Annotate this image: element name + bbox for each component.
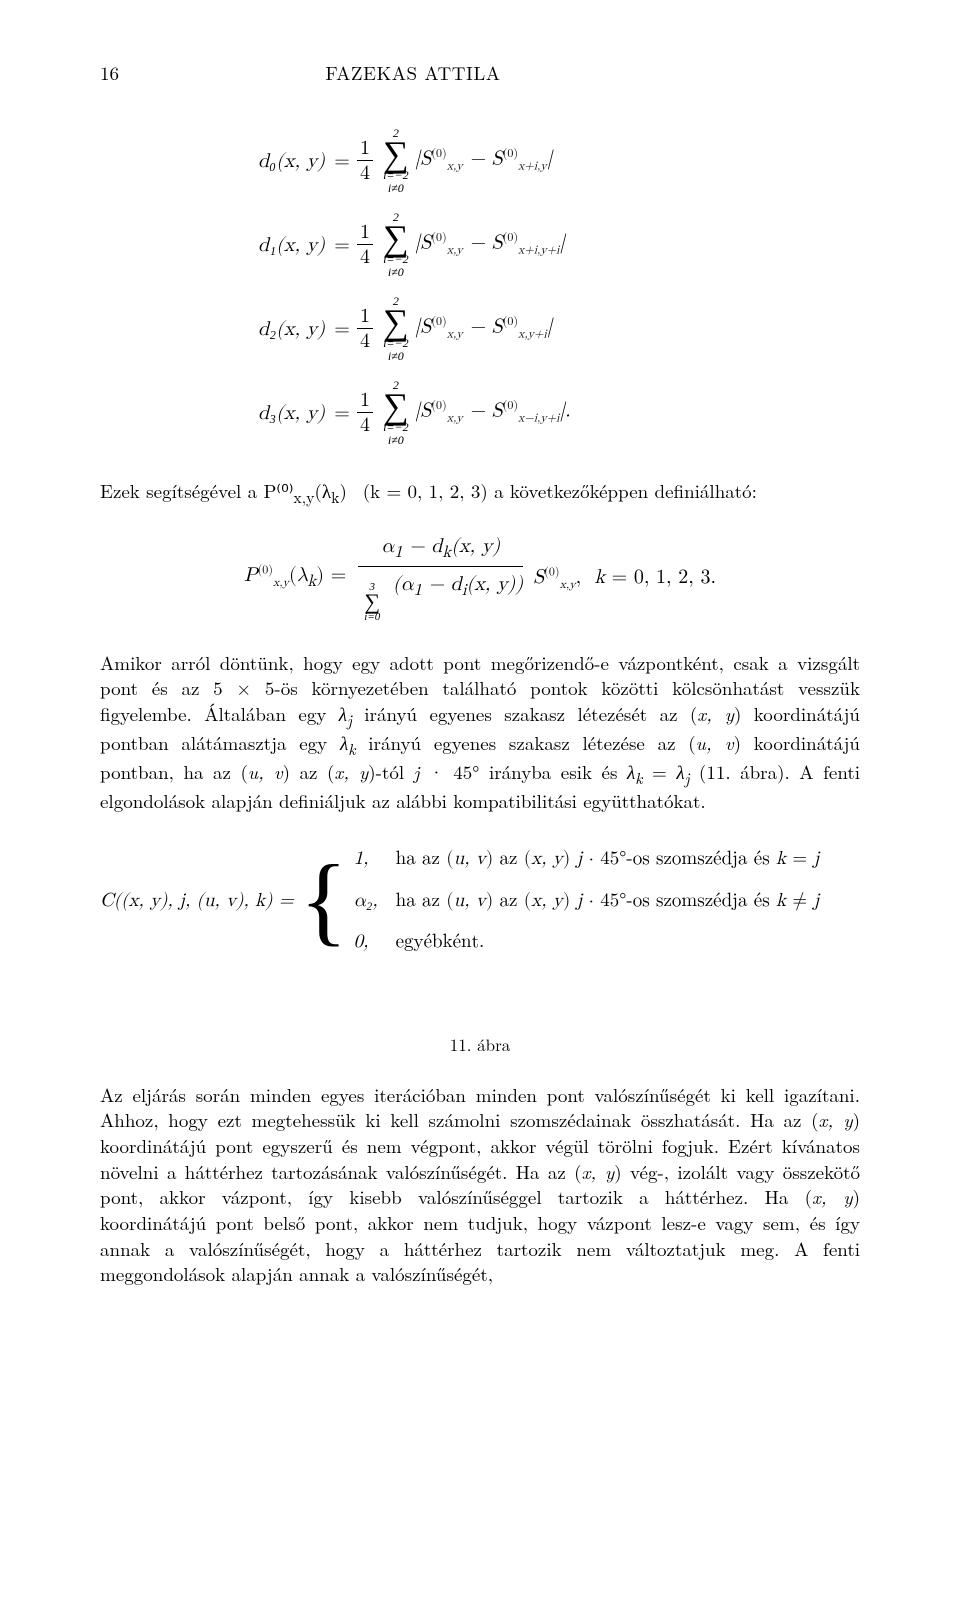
- sigma-icon: ∑: [383, 307, 409, 338]
- eq-rhs: |S(0)x,y − S(0)x−i,y+i|.: [415, 400, 571, 425]
- p-fraction: α1 − dk(x, y) 3 ∑ i=0 (α1 − di(x, y)): [358, 533, 523, 624]
- coefficient-fraction: 14: [357, 222, 373, 267]
- sigma-icon: ∑: [364, 593, 380, 612]
- equals-sign: =: [331, 319, 353, 339]
- coefficient-fraction: 14: [357, 306, 373, 351]
- sum-lower: i=−2i≠0: [383, 253, 409, 278]
- p-den-expr: (α1 − di(x, y)): [393, 574, 523, 594]
- equals-sign: =: [331, 235, 353, 255]
- eq-lhs: d₂(x, y): [220, 319, 331, 339]
- p-denominator: 3 ∑ i=0 (α1 − di(x, y)): [358, 566, 523, 623]
- frac-num: 1: [357, 306, 373, 328]
- equals-sign: =: [331, 151, 353, 171]
- eq-rhs: |S(0)x,y − S(0)x+i,y|: [415, 148, 553, 173]
- frac-den: 4: [357, 412, 373, 435]
- cases-condition: ha az (u, v) az (x, y) j · 45°-os szomsz…: [396, 888, 820, 914]
- cases-value: α₂,: [354, 888, 396, 914]
- sum-lower: i=−2i≠0: [383, 169, 409, 194]
- eq-rhs: |S(0)x,y − S(0)x+i,y+i|: [415, 232, 565, 257]
- sum-lower: i=−2i≠0: [383, 421, 409, 446]
- sum-symbol: 2∑i=−2i≠0: [383, 127, 409, 195]
- sum-symbol: 3 ∑ i=0: [364, 582, 380, 623]
- cases-value: 1,: [354, 846, 396, 872]
- frac-num: 1: [357, 222, 373, 244]
- sum-lower: i=−2i≠0: [383, 337, 409, 362]
- equation-line: d₁(x, y)=14 2∑i=−2i≠0|S(0)x,y − S(0)x+i,y…: [220, 210, 860, 280]
- cases-row: 0,egyébként.: [354, 929, 820, 955]
- coefficient-fraction: 14: [357, 138, 373, 183]
- paragraph-amikor: Amikor arról döntünk, hogy egy adott pon…: [100, 650, 860, 814]
- cases-definition: C((x, y), j, (u, v), k) = { 1,ha az (u, …: [100, 838, 860, 963]
- eq-lhs: d₁(x, y): [220, 235, 331, 255]
- sum-symbol: 2∑i=−2i≠0: [383, 211, 409, 279]
- paragraph-final: Az eljárás során minden egyes iterációba…: [100, 1082, 860, 1287]
- frac-den: 4: [357, 328, 373, 351]
- cases-rows: 1,ha az (u, v) az (x, y) j · 45°-os szom…: [354, 838, 820, 963]
- frac-den: 4: [357, 160, 373, 183]
- cases-condition: egyébként.: [396, 929, 485, 955]
- eq-rhs: |S(0)x,y − S(0)x,y+i|: [415, 316, 553, 341]
- sum-symbol: 2∑i=−2i≠0: [383, 379, 409, 447]
- cases-row: 1,ha az (u, v) az (x, y) j · 45°-os szom…: [354, 846, 820, 872]
- equation-line: d₀(x, y)=14 2∑i=−2i≠0|S(0)x,y − S(0)x+i,y…: [220, 126, 860, 196]
- frac-num: 1: [357, 138, 373, 160]
- sum-lower: i=0: [364, 612, 380, 624]
- cases-value: 0,: [354, 929, 396, 955]
- coefficient-fraction: 14: [357, 390, 373, 435]
- eq-lhs: d₃(x, y): [220, 403, 331, 423]
- text-before-p-formula: Ezek segítségével a P⁽⁰⁾x,y(λk) (k = 0, …: [100, 478, 860, 507]
- d-equations-block: d₀(x, y)=142∑i=−2i≠0|S(0)x,y − S(0)x+i,y…: [220, 126, 860, 448]
- page-number: 16: [100, 59, 119, 86]
- equation-line: d₂(x, y)=14 2∑i=−2i≠0|S(0)x,y − S(0)x,y+i…: [220, 294, 860, 364]
- p-lhs: P(0)x,y(λk) =: [244, 562, 346, 594]
- sum-symbol: 2∑i=−2i≠0: [383, 295, 409, 363]
- equals-sign: =: [331, 403, 353, 423]
- cases-row: α₂,ha az (u, v) az (x, y) j · 45°-os szo…: [354, 888, 820, 914]
- frac-num: 1: [357, 390, 373, 412]
- sigma-icon: ∑: [383, 391, 409, 422]
- sigma-icon: ∑: [383, 139, 409, 170]
- equation-line: d₃(x, y)=14 2∑i=−2i≠0|S(0)x,y − S(0)x−i,y…: [220, 378, 860, 448]
- brace-icon: {: [300, 865, 354, 935]
- frac-den: 4: [357, 244, 373, 267]
- cases-condition: ha az (u, v) az (x, y) j · 45°-os szomsz…: [396, 846, 820, 872]
- page-root: 16 FAZEKAS ATTILA d₀(x, y)=142∑i=−2i≠0|S…: [0, 0, 960, 1619]
- p-tail: S(0)x,y, k = 0, 1, 2, 3.: [533, 564, 716, 593]
- author-name: FAZEKAS ATTILA: [325, 60, 500, 86]
- sigma-icon: ∑: [383, 223, 409, 254]
- p-formula: P(0)x,y(λk) = α1 − dk(x, y) 3 ∑ i=0 (α1 …: [100, 533, 860, 624]
- page-header: 16 FAZEKAS ATTILA: [100, 60, 860, 86]
- cases-lhs: C((x, y), j, (u, v), k) =: [100, 888, 300, 914]
- figure-caption: 11. ábra: [100, 1033, 860, 1056]
- p-numerator: α1 − dk(x, y): [381, 533, 500, 567]
- eq-lhs: d₀(x, y): [220, 151, 331, 171]
